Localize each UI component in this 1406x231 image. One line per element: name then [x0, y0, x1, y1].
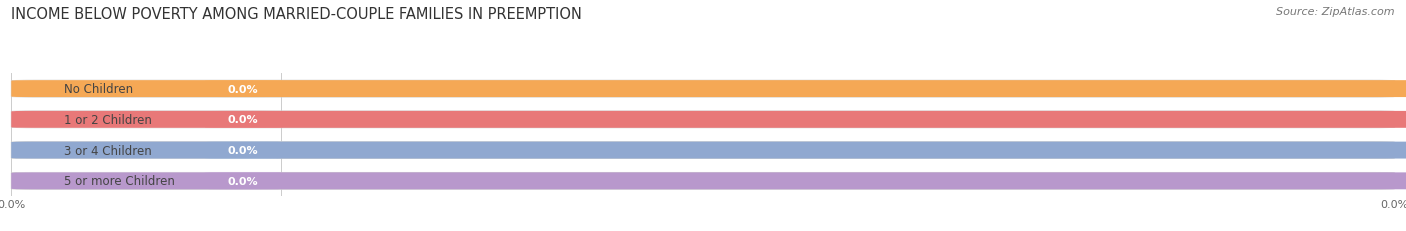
FancyBboxPatch shape [11, 142, 1406, 159]
FancyBboxPatch shape [11, 81, 1406, 98]
Text: INCOME BELOW POVERTY AMONG MARRIED-COUPLE FAMILIES IN PREEMPTION: INCOME BELOW POVERTY AMONG MARRIED-COUPL… [11, 7, 582, 22]
Text: No Children: No Children [63, 83, 134, 96]
Text: 1 or 2 Children: 1 or 2 Children [63, 113, 152, 126]
Text: 3 or 4 Children: 3 or 4 Children [63, 144, 152, 157]
FancyBboxPatch shape [205, 111, 283, 128]
FancyBboxPatch shape [205, 173, 283, 189]
FancyBboxPatch shape [13, 112, 281, 128]
FancyBboxPatch shape [13, 173, 281, 189]
Text: 0.0%: 0.0% [228, 176, 259, 186]
Text: 0.0%: 0.0% [228, 115, 259, 125]
FancyBboxPatch shape [205, 81, 283, 98]
FancyBboxPatch shape [13, 142, 281, 158]
FancyBboxPatch shape [13, 81, 281, 97]
Text: 0.0%: 0.0% [228, 146, 259, 155]
FancyBboxPatch shape [11, 111, 1406, 128]
FancyBboxPatch shape [11, 81, 1395, 98]
FancyBboxPatch shape [11, 142, 1395, 159]
FancyBboxPatch shape [11, 111, 1395, 128]
Text: 5 or more Children: 5 or more Children [63, 175, 174, 188]
Text: Source: ZipAtlas.com: Source: ZipAtlas.com [1277, 7, 1395, 17]
FancyBboxPatch shape [11, 173, 1406, 189]
Text: 0.0%: 0.0% [228, 84, 259, 94]
FancyBboxPatch shape [205, 142, 283, 159]
FancyBboxPatch shape [11, 173, 1395, 189]
